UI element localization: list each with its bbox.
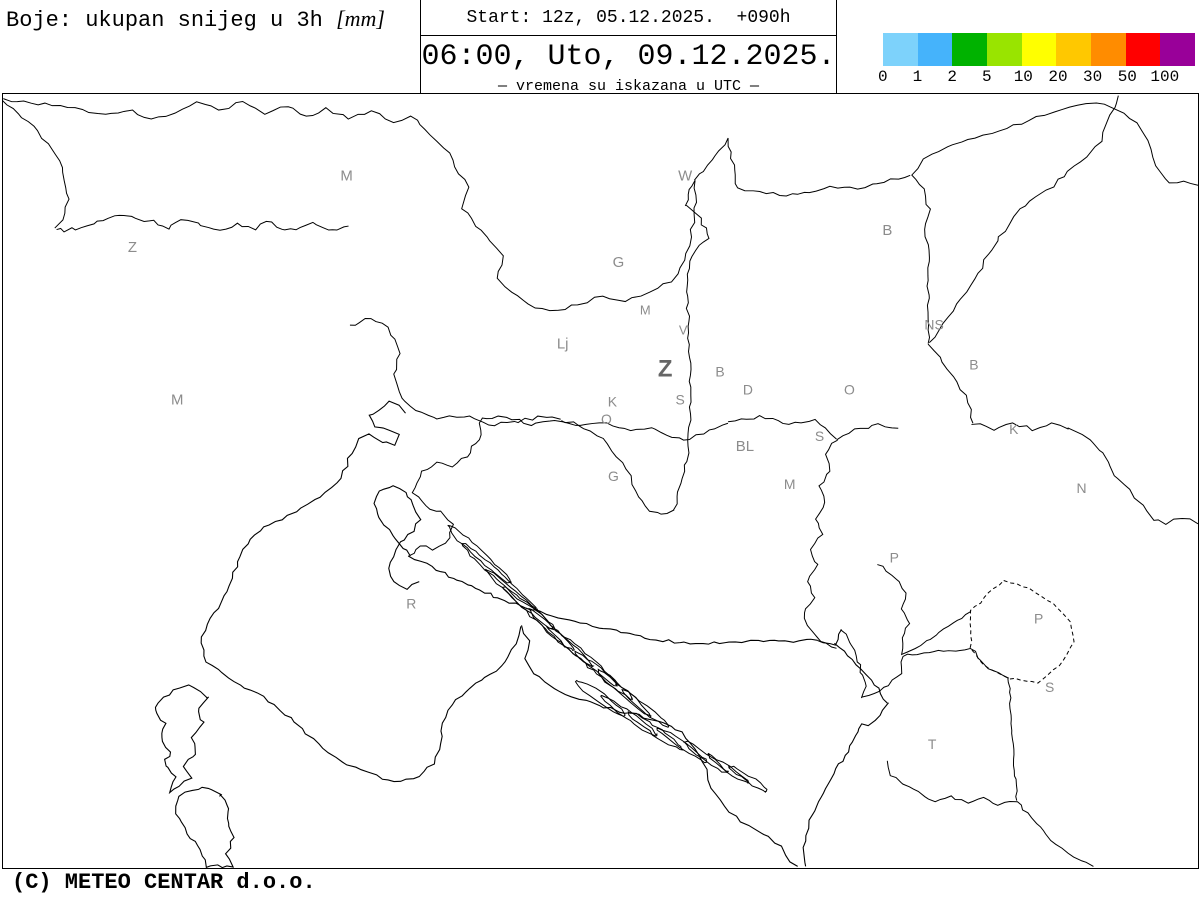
svg-text:B: B — [882, 222, 892, 239]
svg-text:B: B — [715, 363, 724, 379]
svg-text:M: M — [784, 476, 796, 492]
svg-text:S: S — [1045, 679, 1054, 695]
svg-text:M: M — [171, 391, 183, 408]
svg-text:N: N — [1076, 480, 1086, 496]
svg-text:S: S — [676, 391, 685, 407]
svg-text:NS: NS — [924, 317, 943, 333]
svg-text:S: S — [815, 428, 824, 444]
svg-text:K: K — [1009, 421, 1019, 437]
svg-text:M: M — [340, 167, 352, 184]
svg-text:Lj: Lj — [557, 336, 569, 353]
svg-text:R: R — [406, 595, 416, 611]
svg-text:B: B — [969, 356, 978, 372]
svg-text:G: G — [613, 254, 625, 271]
svg-text:D: D — [743, 381, 753, 397]
svg-text:W: W — [678, 167, 693, 184]
svg-text:Z: Z — [128, 239, 137, 256]
svg-text:BL: BL — [736, 438, 754, 455]
svg-text:O: O — [844, 381, 855, 397]
svg-text:P: P — [890, 550, 899, 566]
svg-text:V: V — [679, 323, 688, 338]
svg-text:P: P — [1034, 610, 1043, 626]
svg-text:O: O — [601, 411, 612, 427]
svg-text:M: M — [640, 303, 651, 318]
svg-text:Z: Z — [658, 355, 673, 382]
svg-text:T: T — [928, 736, 937, 752]
svg-text:K: K — [608, 393, 618, 409]
svg-text:G: G — [608, 468, 619, 484]
